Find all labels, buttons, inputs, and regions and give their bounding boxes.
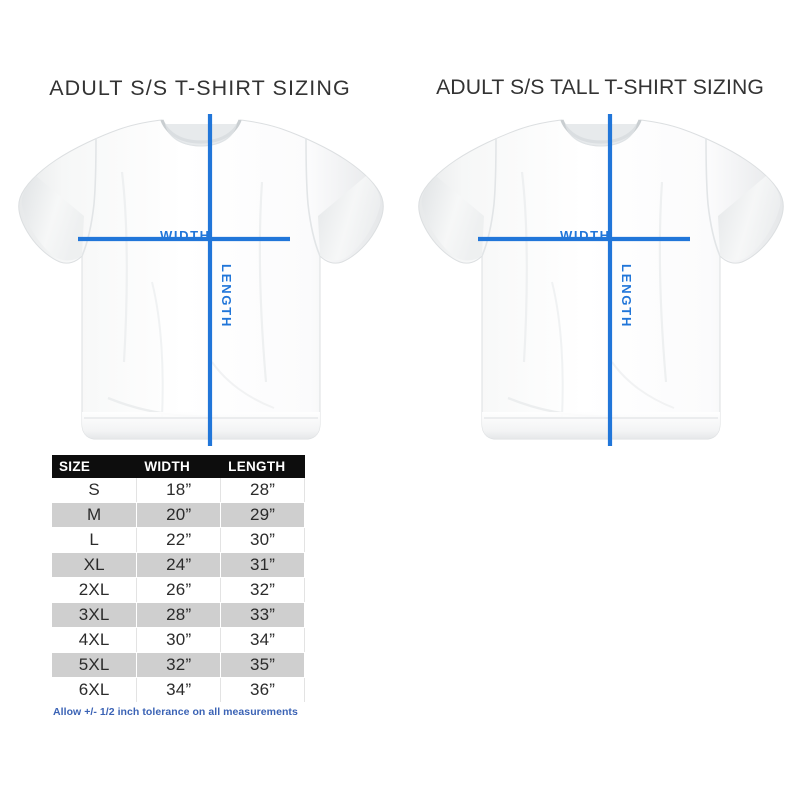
length-label: LENGTH [219, 264, 234, 329]
cell-width: 32” [136, 652, 222, 678]
table-row: M 20” 29” [52, 502, 305, 528]
width-label: WIDTH [560, 228, 611, 243]
tshirt-diagram-adult-ss-tall: WIDTH LENGTH [412, 112, 788, 450]
table-header-row: SIZE WIDTH LENGTH [52, 455, 305, 478]
cell-size: 2XL [52, 577, 138, 603]
table-row: 5XL 32” 35” [52, 652, 305, 678]
panel-adult-ss-tall: ADULT S/S TALL T-SHIRT SIZING [400, 0, 800, 800]
cell-size: 6XL [52, 677, 138, 703]
cell-width: 28” [136, 602, 222, 628]
page-title-adult-ss-tall: ADULT S/S TALL T-SHIRT SIZING [436, 76, 764, 99]
cell-width: 18” [136, 478, 222, 503]
cell-length: 32” [220, 577, 305, 603]
cell-size: XL [52, 552, 138, 578]
table-row: S 18” 28” [52, 478, 305, 503]
cell-width: 30” [136, 627, 222, 653]
table-row: 3XL 28” 33” [52, 602, 305, 628]
cell-width: 34” [136, 677, 222, 703]
t-shirt-icon [18, 114, 384, 446]
length-label: LENGTH [619, 264, 634, 329]
column-header-width: WIDTH [136, 455, 222, 478]
panel-adult-ss: ADULT S/S T-SHIRT SIZING [12, 76, 388, 718]
cell-size: M [52, 502, 138, 528]
cell-width: 26” [136, 577, 222, 603]
column-header-length: LENGTH [220, 455, 305, 478]
cell-width: 24” [136, 552, 222, 578]
page-title-adult-ss: ADULT S/S T-SHIRT SIZING [49, 76, 351, 100]
tolerance-note-adult-ss: Allow +/- 1/2 inch tolerance on all meas… [53, 706, 298, 718]
cell-length: 35” [220, 652, 305, 678]
cell-width: 22” [136, 527, 222, 553]
cell-size: L [52, 527, 138, 553]
cell-length: 34” [220, 627, 305, 653]
cell-length: 28” [220, 478, 305, 503]
cell-length: 31” [220, 552, 305, 578]
t-shirt-icon [418, 114, 784, 446]
cell-length: 29” [220, 502, 305, 528]
size-table-adult-ss: SIZE WIDTH LENGTH S 18” 28” M 20” 29” L [52, 455, 305, 703]
cell-width: 20” [136, 502, 222, 528]
table-row: XL 24” 31” [52, 552, 305, 578]
width-label: WIDTH [160, 228, 211, 243]
cell-length: 36” [220, 677, 305, 703]
table-row: L 22” 30” [52, 527, 305, 553]
table-row: 4XL 30” 34” [52, 627, 305, 653]
cell-length: 30” [220, 527, 305, 553]
cell-length: 33” [220, 602, 305, 628]
column-header-size: SIZE [52, 455, 138, 478]
tshirt-diagram-adult-ss: WIDTH LENGTH [12, 112, 388, 450]
cell-size: 4XL [52, 627, 138, 653]
table-row: 2XL 26” 32” [52, 577, 305, 603]
cell-size: 5XL [52, 652, 138, 678]
cell-size: 3XL [52, 602, 138, 628]
table-row: 6XL 34” 36” [52, 677, 305, 703]
cell-size: S [52, 478, 138, 503]
